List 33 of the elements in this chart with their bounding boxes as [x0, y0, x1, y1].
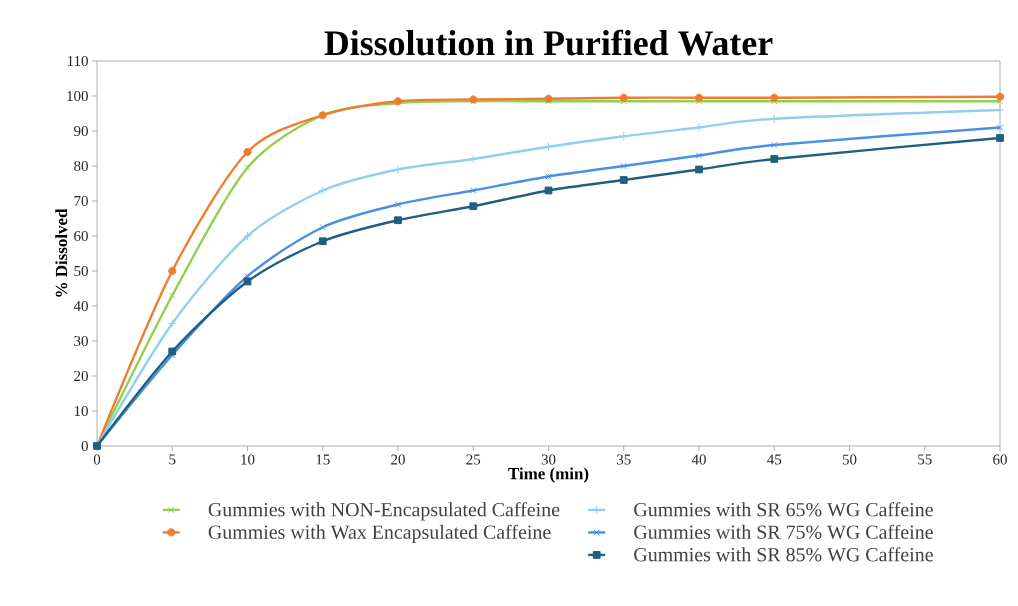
- x-tick-label: 30: [541, 454, 556, 465]
- legend-label: Gummies with SR 65% WG Caffeine: [634, 502, 933, 517]
- legend-label: Gummies with Wax Encapsulated Caffeine: [208, 524, 551, 543]
- y-tick-label: 0: [81, 440, 88, 452]
- y-axis-title: % Dissolved: [55, 208, 68, 297]
- y-tick-label: 100: [67, 90, 88, 102]
- y-tick-label: 60: [74, 230, 88, 242]
- y-tick-label: 90: [74, 125, 88, 137]
- x-tick-label: 10: [241, 454, 255, 465]
- y-tick-label: 80: [74, 160, 88, 172]
- y-tick-label: 110: [67, 55, 88, 67]
- x-tick-label: 60: [993, 454, 1007, 465]
- x-tick-label: 0: [93, 454, 101, 465]
- x-axis-title: Time (min): [508, 467, 589, 483]
- x-tick-label: 15: [316, 454, 330, 465]
- x-tick-label: 50: [842, 454, 857, 465]
- y-tick-label: 70: [74, 195, 88, 207]
- y-tick-label: 50: [74, 265, 88, 277]
- chart-title: Dissolution in Purified Water: [324, 29, 773, 56]
- x-tick-label: 20: [391, 454, 405, 465]
- x-tick-label: 40: [691, 454, 706, 465]
- x-tick-label: 55: [918, 454, 932, 465]
- x-tick-label: 45: [767, 454, 782, 465]
- x-tick-label: 35: [617, 454, 631, 465]
- legend-label: Gummies with SR 75% WG Caffeine: [634, 524, 933, 539]
- x-tick-label: 25: [466, 454, 481, 465]
- y-tick-label: 10: [74, 405, 88, 417]
- x-tick-label: 5: [169, 454, 176, 465]
- y-tick-label: 20: [74, 370, 88, 382]
- legend-label: Gummies with NON-Encapsulated Caffeine: [208, 502, 560, 521]
- y-tick-label: 30: [74, 335, 88, 347]
- y-tick-label: 40: [73, 300, 88, 312]
- legend-label: Gummies with SR 85% WG Caffeine: [634, 547, 933, 562]
